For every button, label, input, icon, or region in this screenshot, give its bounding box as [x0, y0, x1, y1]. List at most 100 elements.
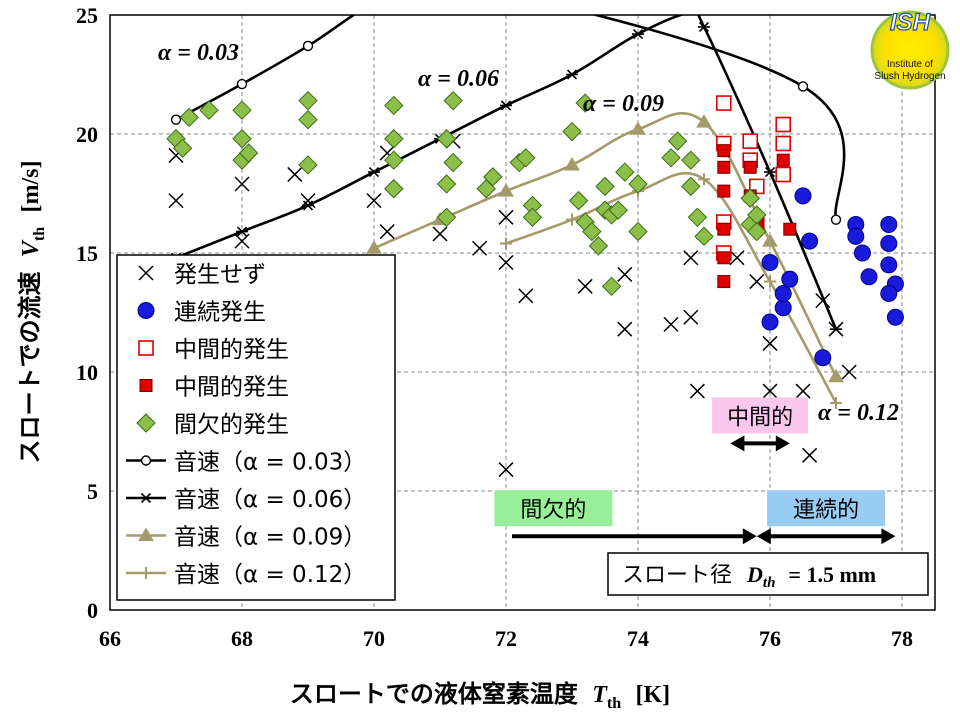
y-axis-sub: th	[31, 227, 48, 241]
legend-marker	[140, 455, 152, 466]
throat-note: スロート径 Dth = 1.5 mm	[607, 552, 929, 596]
point-circle	[880, 215, 898, 233]
point-square-filled	[783, 222, 797, 236]
legend-label: 中間的発生	[174, 337, 289, 363]
point-diamond	[238, 143, 259, 163]
legend-marker	[140, 567, 152, 579]
logo-line-1: Institute of	[887, 59, 933, 70]
point-square-filled	[776, 153, 790, 167]
region-label-box	[767, 490, 886, 527]
logo-title: ISH	[890, 9, 931, 36]
point-square-filled	[717, 144, 731, 158]
curve-marker-0	[302, 40, 314, 52]
point-square-open	[775, 116, 792, 133]
point-x	[762, 383, 778, 399]
point-x	[234, 176, 250, 192]
alpha-label: α = 0.06	[418, 66, 499, 92]
point-x	[498, 254, 514, 271]
point-x	[287, 166, 303, 182]
point-x	[795, 383, 811, 399]
point-x	[498, 462, 514, 478]
curve-marker-0	[797, 81, 809, 92]
point-diamond	[298, 110, 318, 130]
legend-box	[116, 254, 396, 601]
region-arrow-head	[730, 435, 745, 452]
point-square-filled	[717, 160, 731, 174]
y-axis-label: スロートでの流速	[16, 271, 44, 463]
curve-marker-1	[368, 167, 380, 178]
point-diamond	[694, 226, 714, 247]
point-diamond	[436, 174, 457, 194]
curve-marker-2	[498, 183, 514, 197]
curve-marker-1	[236, 226, 248, 237]
point-diamond	[384, 179, 404, 199]
x-tick-label: 66	[99, 626, 121, 651]
point-circle	[880, 256, 898, 274]
y-tick-label: 20	[76, 122, 98, 147]
region-arrow-head	[742, 528, 757, 545]
curve-marker-2	[696, 114, 712, 128]
curve-marker-1	[500, 100, 512, 111]
curve-marker-2	[630, 121, 646, 135]
point-square-filled	[743, 160, 757, 174]
point-diamond	[522, 207, 543, 228]
point-circle	[860, 268, 878, 286]
point-diamond	[681, 150, 701, 170]
point-x	[683, 250, 699, 266]
point-x	[762, 335, 778, 351]
point-circle	[880, 284, 898, 302]
point-diamond	[476, 179, 496, 199]
point-circle	[794, 187, 812, 205]
point-diamond	[747, 221, 767, 242]
x-tick-label: 76	[759, 626, 781, 651]
alpha-label: α = 0.09	[583, 91, 664, 117]
point-circle	[853, 244, 871, 262]
curve-marker-1	[632, 28, 644, 40]
svg-text:スロート径 Dth = 1.5 mm: スロート径 Dth = 1.5 mm	[622, 562, 876, 593]
curve-marker-3	[698, 173, 710, 186]
throat-note-var: D	[746, 562, 763, 587]
throat-note-prefix: スロート径	[622, 563, 732, 588]
point-diamond	[516, 148, 536, 168]
point-circle	[814, 349, 832, 367]
point-diamond	[588, 236, 609, 256]
point-diamond	[199, 100, 219, 120]
point-circle	[761, 313, 779, 331]
sound-speed-curve-0	[175, 15, 846, 220]
curve-marker-3	[566, 213, 578, 226]
point-diamond	[172, 138, 193, 158]
point-circle	[774, 299, 792, 317]
data-points	[166, 90, 904, 478]
point-x	[815, 293, 831, 309]
y-axis-title: スロートでの流速 Vth [m/s]	[16, 161, 50, 464]
point-diamond	[443, 90, 463, 111]
plot-area-frame	[109, 14, 936, 611]
legend-label: 中間的発生	[174, 375, 289, 401]
point-diamond	[595, 176, 615, 197]
point-diamond	[740, 188, 760, 208]
x-tick-label: 78	[891, 626, 913, 651]
point-circle	[781, 270, 799, 288]
point-diamond	[687, 207, 708, 228]
point-circle	[886, 308, 904, 326]
curve-marker-0	[830, 214, 842, 225]
y-tick-label: 5	[87, 479, 98, 504]
curve-marker-1	[698, 21, 710, 32]
throat-note-value: = 1.5 mm	[788, 562, 876, 587]
x-axis-var: T	[592, 682, 608, 708]
point-diamond	[298, 155, 318, 175]
x-tick-label: 72	[495, 626, 517, 651]
alpha-label: α = 0.03	[158, 40, 239, 66]
point-diamond	[661, 148, 681, 168]
curve-marker-3	[830, 396, 842, 409]
x-axis-unit: [K]	[635, 682, 670, 708]
legend-marker	[137, 302, 155, 319]
point-diamond	[667, 131, 688, 151]
point-x	[432, 226, 448, 242]
point-diamond	[562, 121, 582, 142]
point-diamond	[179, 107, 199, 128]
legend-marker	[138, 340, 154, 356]
point-diamond	[384, 150, 404, 170]
point-diamond	[628, 174, 648, 194]
point-x	[168, 193, 184, 209]
